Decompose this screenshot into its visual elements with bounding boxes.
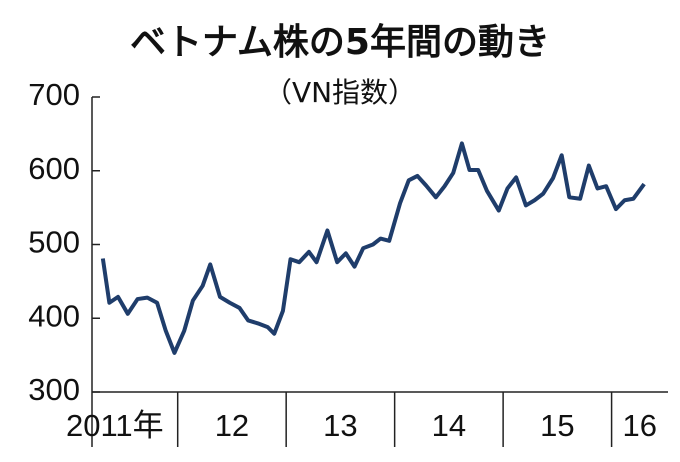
x-tick-label: 14 bbox=[432, 408, 466, 443]
data-line bbox=[100, 141, 646, 355]
y-tick-label: 500 bbox=[28, 225, 80, 260]
y-tick-label: 300 bbox=[28, 372, 80, 407]
y-tick-label: 400 bbox=[28, 298, 80, 333]
y-tick-label: 600 bbox=[28, 151, 80, 186]
x-tick-label: 12 bbox=[215, 408, 249, 443]
x-tick-label: 15 bbox=[540, 408, 574, 443]
chart-title: ベトナム株の5年間の動き bbox=[130, 22, 550, 63]
x-tick-label: 2011年 bbox=[66, 408, 164, 443]
x-tick-label: 16 bbox=[623, 408, 657, 443]
chart-subtitle: （VN指数） bbox=[264, 76, 416, 109]
y-tick-label: 700 bbox=[28, 77, 80, 112]
x-tick-label: 13 bbox=[323, 408, 357, 443]
